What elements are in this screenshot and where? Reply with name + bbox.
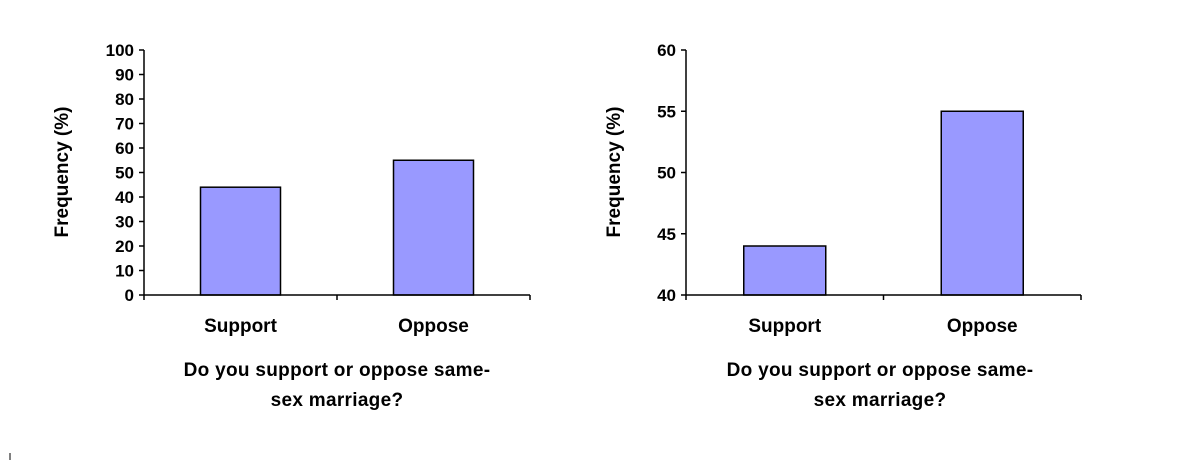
- chart-2-xlabel-line-2: sex marriage?: [814, 390, 947, 411]
- chart-2-marks: 40 45 50 55 60 Support Oppose: [657, 41, 1082, 337]
- chart-2-ytick-label: 40: [657, 286, 676, 305]
- chart-1-marks: 0 10 20 30 40 50 60 70 80 90 100 Support Oppose: [106, 41, 531, 337]
- chart-2-ylabel: Frequency (%): [604, 107, 625, 238]
- chart-1-ytick-label: 50: [115, 164, 134, 183]
- chart-2-bar-oppose: [940, 110, 1024, 296]
- chart-1-ytick-label: 0: [125, 286, 134, 305]
- chart-1-ytick-label: 60: [115, 139, 134, 158]
- chart-1-ytick-label: 40: [115, 188, 134, 207]
- chart-1-ytick-label: 30: [115, 213, 134, 232]
- chart-2-ytick-label: 60: [657, 41, 676, 60]
- chart-1-ytick-label: 20: [115, 237, 134, 256]
- chart-1-bar-support: [199, 186, 282, 296]
- chart-1-ytick-label: 90: [115, 66, 134, 85]
- chart-2-ytick-label: 45: [657, 225, 676, 244]
- chart-2-ytick-label: 50: [657, 164, 676, 183]
- chart-2-bar-support: [743, 245, 827, 296]
- chart-1-ytick-label: 100: [106, 41, 134, 60]
- chart-1-category-label: Support: [204, 316, 277, 337]
- chart-2-ytick-label: 55: [657, 102, 676, 121]
- chart-2-category-label: Support: [748, 316, 821, 337]
- chart-1-ytick-label: 80: [115, 90, 134, 109]
- chart-2: 40 45 50 55 60 Support Oppose Frequency (%) Do…: [604, 41, 1082, 411]
- chart-1-category-label: Oppose: [398, 316, 469, 337]
- chart-1-bar-oppose: [392, 159, 475, 296]
- chart-1-ytick-label: 10: [115, 262, 134, 281]
- chart-2-xlabel-line-1: Do you support or oppose same-: [727, 360, 1034, 381]
- chart-1-xlabel-line-2: sex marriage?: [271, 390, 404, 411]
- chart-1-xlabel-line-1: Do you support or oppose same-: [184, 360, 491, 381]
- chart-1-ytick-label: 70: [115, 115, 134, 134]
- chart-2-category-label: Oppose: [947, 316, 1018, 337]
- chart-1-ylabel: Frequency (%): [52, 107, 73, 238]
- chart-1: 0 10 20 30 40 50 60 70 80 90 100 Support Oppose Freq…: [52, 41, 531, 411]
